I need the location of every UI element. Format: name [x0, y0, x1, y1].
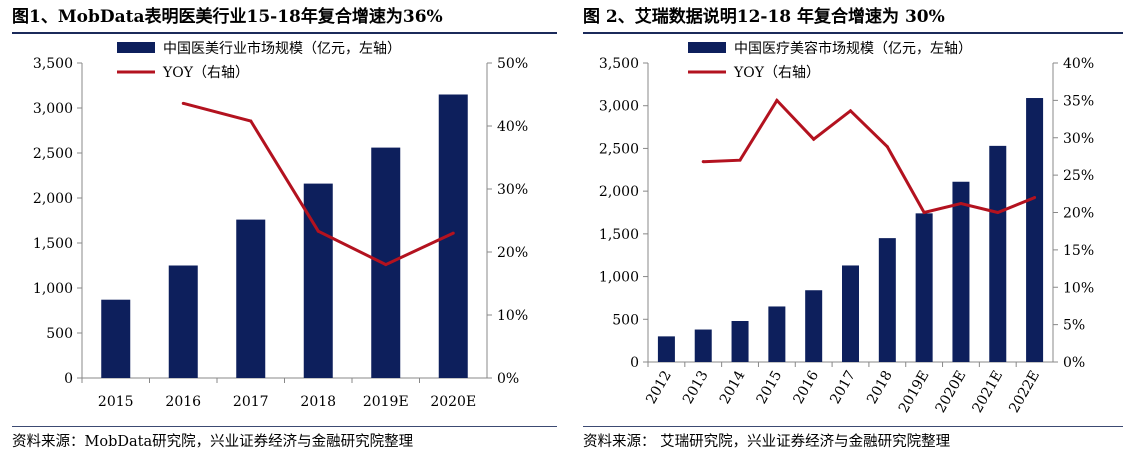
bar [101, 299, 131, 378]
x-tick-label: 2017 [233, 394, 269, 410]
yoy-point [849, 109, 852, 113]
left-tick-label: 3,000 [33, 101, 73, 117]
bar [371, 147, 401, 378]
right-tick-label: 15% [1063, 243, 1094, 259]
left-tick-label: 2,000 [33, 191, 73, 207]
yoy-point [959, 202, 963, 206]
bar [168, 265, 198, 378]
source-rule [583, 426, 1123, 427]
right-tick-label: 50% [497, 56, 528, 72]
right-tick-label: 25% [1063, 168, 1094, 184]
left-tick-label: 500 [612, 312, 639, 328]
right-tick-label: 0% [1063, 355, 1085, 371]
bar [915, 213, 933, 362]
right-tick-label: 10% [497, 308, 528, 324]
x-tick-label: 2020E [430, 394, 476, 410]
bar [952, 181, 970, 362]
left-tick-label: 3,500 [33, 56, 73, 72]
source-rule [12, 426, 557, 427]
left-tick-label: 2,500 [599, 141, 639, 157]
figure-title: 图 2、艾瑞数据说明12-18 年复合增速为 30% [583, 7, 945, 27]
x-tick-label: 2021E [969, 368, 1006, 416]
yoy-point [384, 263, 388, 267]
bar [989, 145, 1007, 362]
legend-line-label: YOY（右轴） [733, 65, 820, 81]
left-tick-label: 3,000 [599, 99, 639, 115]
bar [731, 320, 749, 362]
x-tick-label: 2013 [680, 368, 712, 407]
legend-bar-swatch [117, 42, 155, 53]
right-tick-label: 10% [1063, 280, 1094, 296]
yoy-point [922, 211, 926, 214]
title-rule [12, 32, 557, 34]
left-tick-label: 1,500 [33, 236, 73, 252]
market-size-chart-iresearch: 0 500 1,000 1,500 2,000 2,500 3,000 3,500 0% 5% 10… [599, 40, 1094, 416]
bar [878, 238, 896, 362]
x-tick-label: 2019E [896, 368, 933, 416]
figure-title: 图1、MobData表明医美行业15-18年复合增速为36% [12, 7, 443, 27]
yoy-line [703, 97, 1036, 215]
right-tick-label: 40% [497, 119, 528, 135]
left-tick-label: 1,000 [33, 281, 73, 297]
figure-source: 资料来源：MobData研究院，兴业证券经济与金融研究院整理 [12, 434, 414, 450]
bar [805, 290, 823, 362]
right-tick-label: 20% [497, 245, 528, 261]
yoy-point [701, 160, 705, 164]
left-tick-label: 3,500 [599, 56, 639, 72]
right-tick-label: 30% [497, 182, 528, 198]
chart-panel-2: 图 2、艾瑞数据说明12-18 年复合增速为 30% 0 500 1,000 1,50… [583, 0, 1123, 455]
figure-source: 资料来源： 艾瑞研究院，兴业证券经济与金融研究院整理 [583, 434, 951, 450]
legend-bar-label: 中国医疗美容市场规模（亿元，左轴） [734, 40, 972, 57]
bar [657, 336, 675, 362]
bar [768, 306, 786, 362]
yoy-point [738, 158, 742, 162]
left-tick-label: 1,000 [599, 270, 639, 286]
chart-panel-1: 图1、MobData表明医美行业15-18年复合增速为36% 0 500 1,000… [12, 0, 557, 455]
yoy-point [181, 101, 185, 105]
x-tick-label: 2014 [717, 368, 749, 407]
x-tick-label: 2018 [864, 368, 896, 407]
x-tick-label: 2022E [1006, 368, 1043, 416]
right-tick-label: 5% [1063, 318, 1085, 334]
left-tick-label: 0 [64, 371, 73, 387]
x-tick-label: 2018 [300, 394, 336, 410]
yoy-point [885, 145, 889, 149]
right-tick-label: 30% [1063, 131, 1094, 147]
left-tick-label: 0 [630, 355, 639, 371]
x-tick-label: 2012 [643, 368, 675, 407]
x-tick-label: 2016 [165, 394, 201, 410]
x-tick-label: 2015 [98, 394, 134, 410]
left-tick-label: 1,500 [599, 227, 639, 243]
market-size-chart-mobdata: 0 500 1,000 1,500 2,000 2,500 3,000 3,500 0% 10% 2… [33, 40, 528, 410]
left-tick-label: 2,500 [33, 146, 73, 162]
legend-line-label: YOY（右轴） [162, 65, 249, 81]
right-tick-label: 0% [497, 371, 519, 387]
right-tick-label: 40% [1063, 56, 1094, 72]
x-tick-label: 2020E [933, 368, 970, 416]
legend-bar-swatch [688, 42, 726, 53]
left-tick-label: 2,000 [599, 184, 639, 200]
yoy-point [775, 98, 779, 102]
right-tick-label: 35% [1063, 93, 1094, 109]
yoy-point [451, 231, 455, 235]
x-tick-label: 2015 [754, 368, 786, 407]
yoy-point [812, 137, 816, 141]
x-tick-label: 2017 [827, 368, 859, 407]
legend-bar-label: 中国医美行业市场规模（亿元，左轴） [163, 40, 401, 57]
bar [694, 329, 712, 362]
bar [236, 219, 266, 378]
bar [842, 265, 859, 362]
title-rule [583, 32, 1123, 34]
x-tick-label: 2019E [363, 394, 409, 410]
yoy-point [316, 229, 320, 233]
left-tick-label: 500 [46, 326, 73, 342]
bar [1026, 98, 1044, 363]
yoy-point [1033, 196, 1037, 200]
yoy-point [996, 211, 1000, 214]
yoy-point [249, 119, 253, 123]
right-tick-label: 20% [1063, 206, 1094, 222]
x-tick-label: 2016 [790, 368, 822, 407]
